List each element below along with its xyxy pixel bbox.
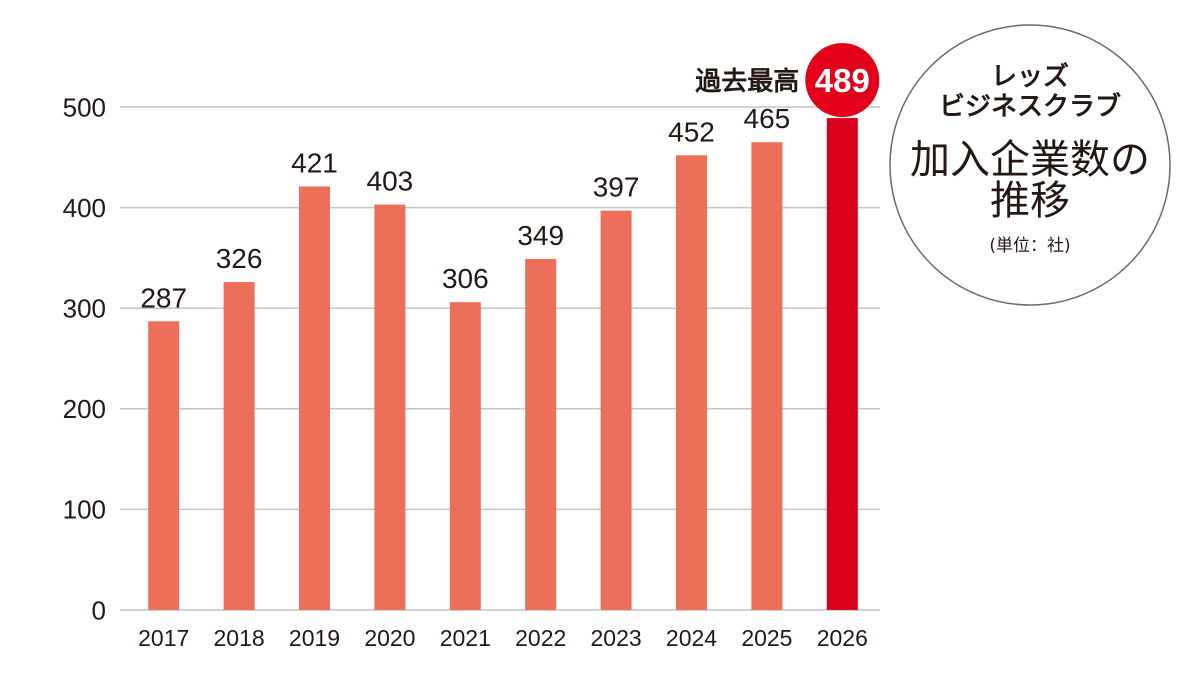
record-badge — [805, 43, 880, 118]
bar — [299, 186, 330, 610]
bars — [148, 118, 858, 611]
bar — [374, 204, 406, 610]
y-tick-label: 200 — [63, 394, 106, 424]
x-tick-label: 2019 — [289, 625, 340, 651]
bar — [525, 258, 557, 610]
title-brand-line-1: レッズ — [991, 61, 1069, 92]
title-circle — [889, 24, 1171, 306]
record-annotation: 過去最高 — [695, 66, 799, 97]
bar — [449, 302, 481, 610]
value-label: 397 — [593, 172, 640, 203]
x-tick-label: 2022 — [515, 625, 566, 651]
title-main-line-1: 加入企業数の — [910, 137, 1150, 183]
x-tick-label: 2017 — [138, 625, 189, 651]
x-tick-label: 2025 — [741, 625, 792, 651]
x-tick-label: 2024 — [666, 625, 717, 651]
bar — [600, 210, 632, 611]
value-label: 403 — [367, 166, 414, 197]
value-label: 421 — [291, 147, 338, 178]
title-main-line-2: 推移 — [990, 178, 1070, 224]
value-label: 306 — [442, 263, 489, 294]
y-tick-label: 0 — [92, 595, 106, 625]
bar — [751, 142, 783, 610]
x-tick-label: 2023 — [591, 625, 642, 651]
bar — [676, 155, 707, 610]
bar — [148, 321, 180, 610]
value-label-highlight: 489 — [815, 62, 870, 99]
value-label: 452 — [668, 116, 715, 147]
title-brand-line-2: ビジネスクラブ — [939, 91, 1121, 122]
title-badge: レッズ ビジネスクラブ 加入企業数の 推移 (単位：社) — [889, 24, 1171, 306]
value-label: 326 — [216, 243, 263, 274]
axis-labels: 0 100 200 300 400 500 2017 2018 2019 2020 2021 2022… — [63, 92, 868, 651]
x-tick-label: 2020 — [364, 625, 415, 651]
unit-label: (単位：社) — [989, 236, 1070, 256]
value-label: 349 — [517, 220, 564, 251]
y-tick-label: 100 — [63, 495, 106, 525]
x-tick-label: 2026 — [817, 625, 868, 651]
bar — [223, 282, 255, 610]
y-tick-label: 300 — [63, 294, 106, 324]
bar-highlight — [826, 118, 858, 610]
y-tick-label: 500 — [63, 92, 106, 122]
x-tick-label: 2018 — [214, 625, 265, 651]
x-tick-label: 2021 — [440, 625, 491, 651]
y-tick-label: 400 — [63, 193, 106, 223]
value-label: 287 — [140, 282, 187, 313]
value-label: 465 — [744, 103, 791, 134]
value-labels: 287 326 421 403 306 349 397 452 465 489 過去最高 — [140, 43, 880, 313]
